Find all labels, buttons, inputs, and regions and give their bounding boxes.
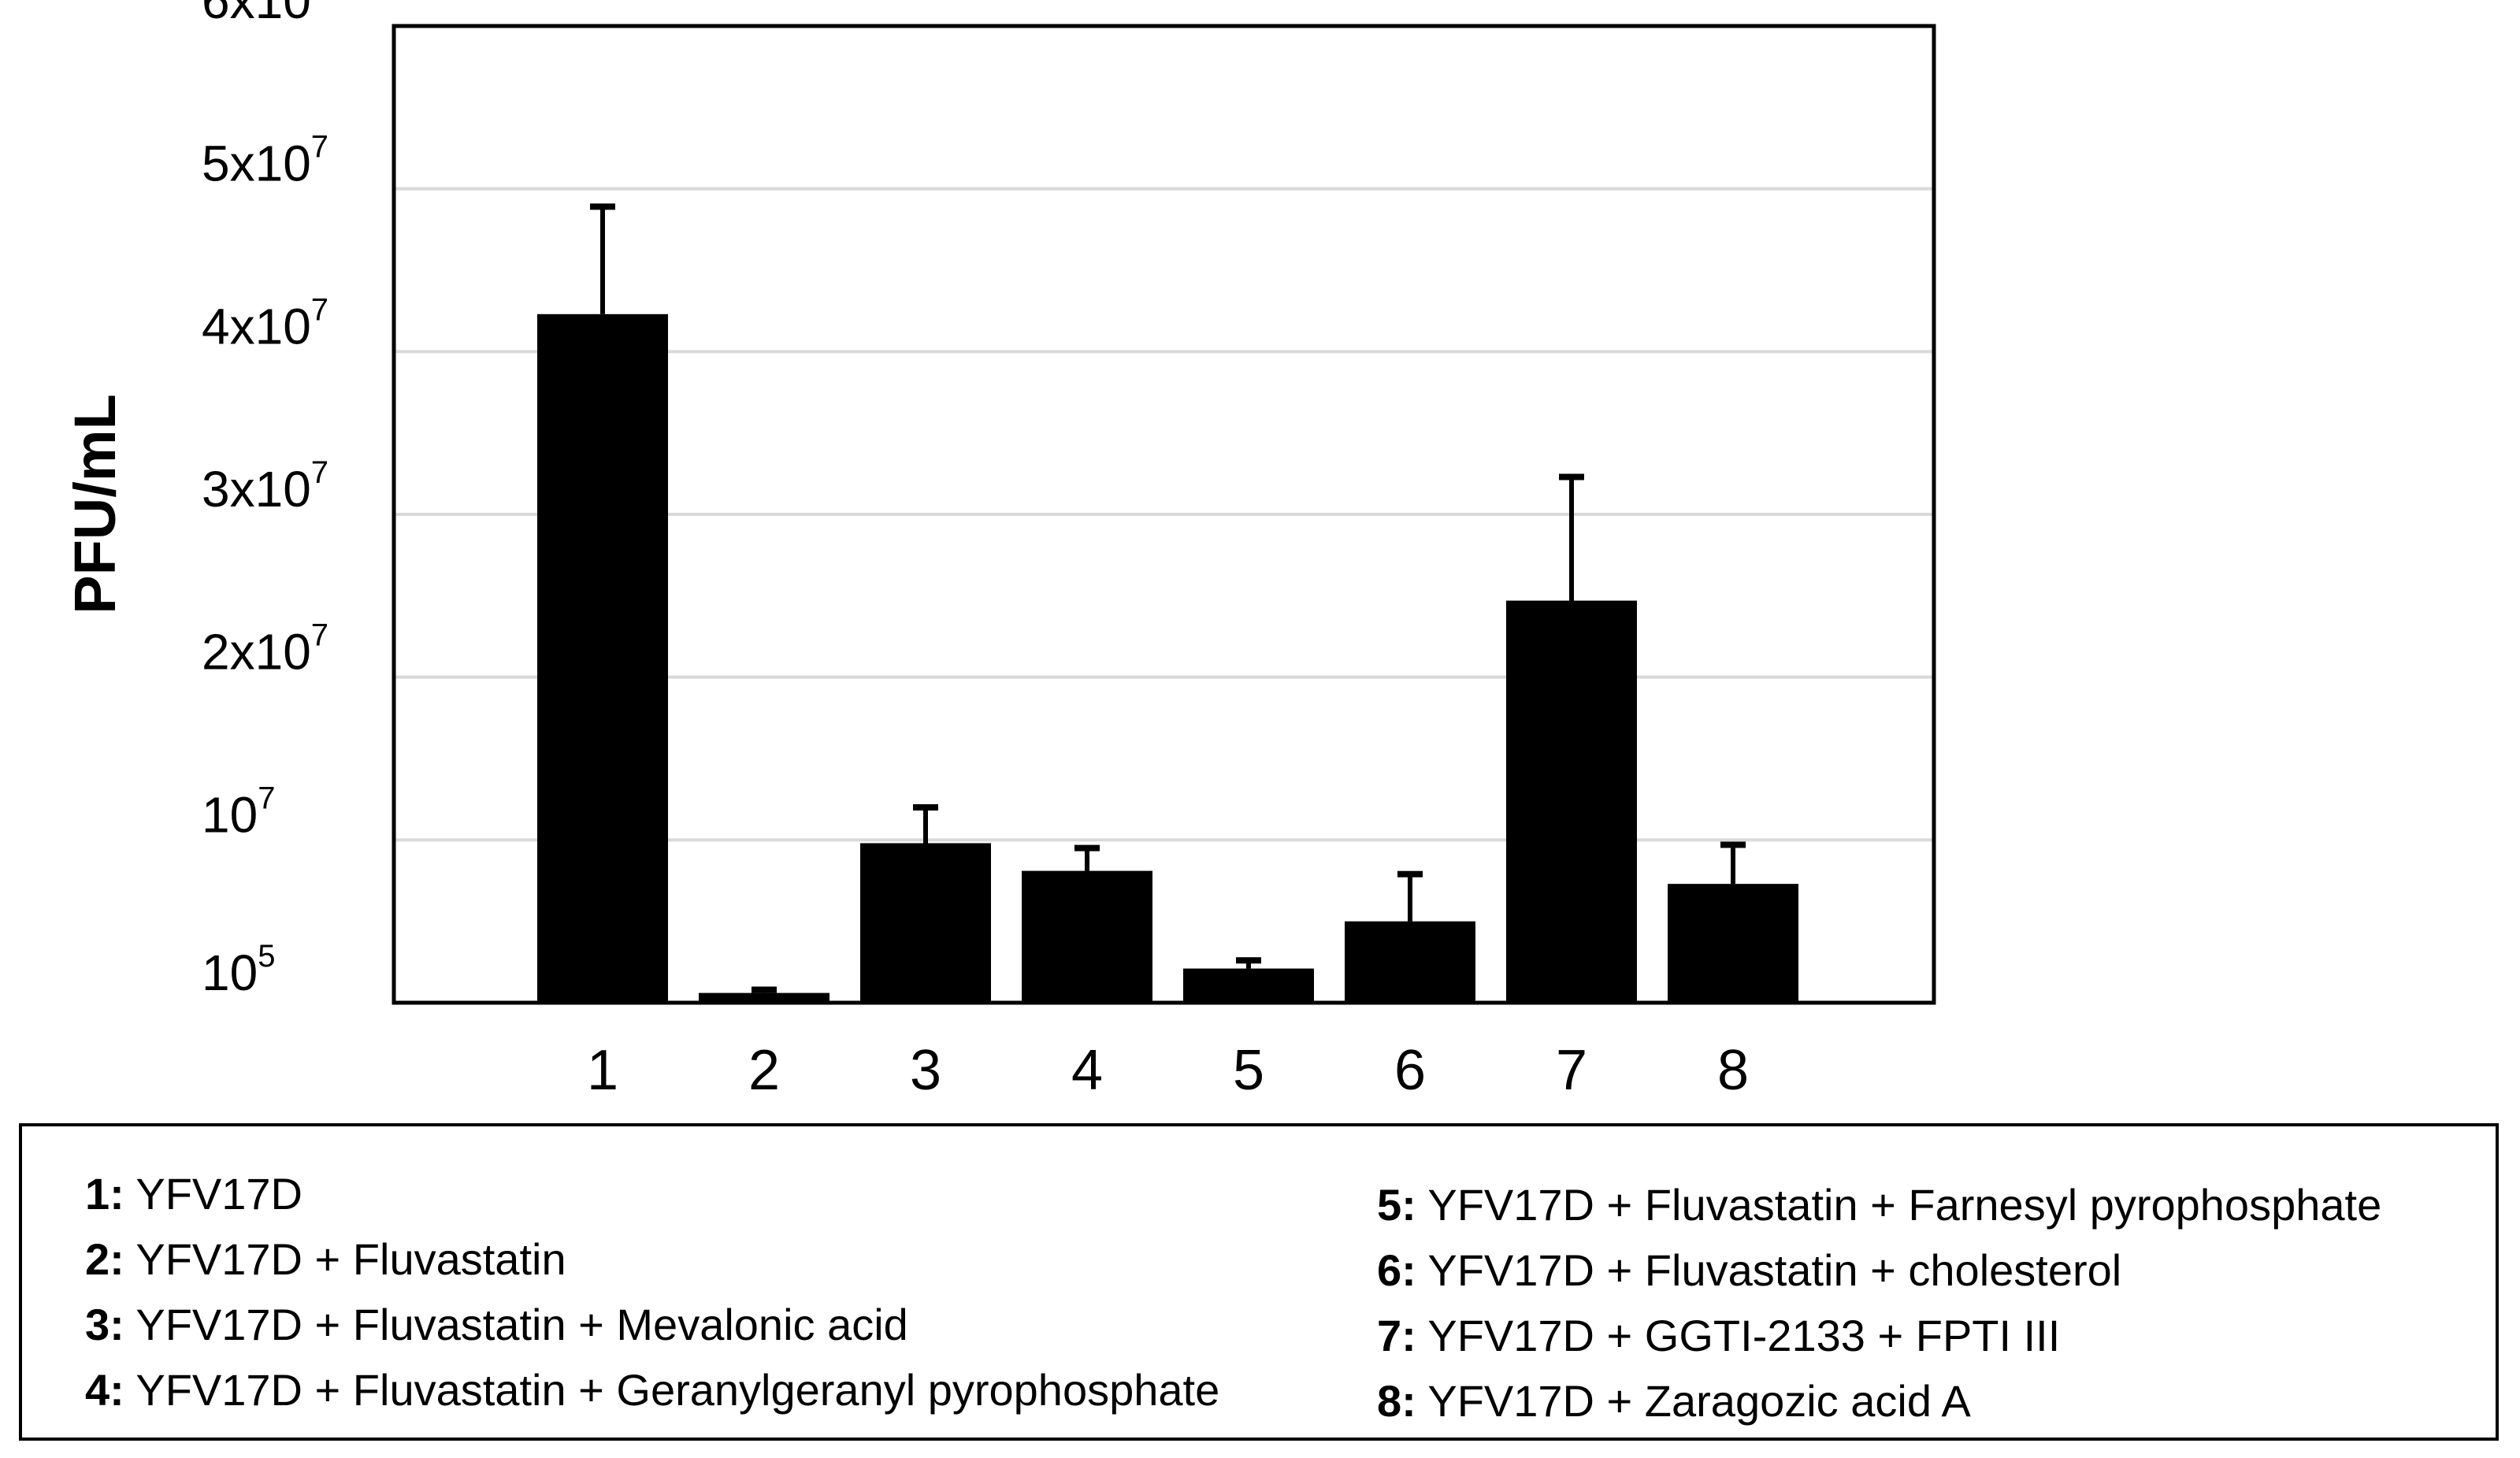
legend-item-label: YFV17D + Fluvastatin + Farnesyl pyrophos… bbox=[1416, 1180, 2382, 1230]
error-bar bbox=[1236, 957, 1261, 969]
legend-item-number: 5: bbox=[1377, 1180, 1416, 1230]
x-tick-label: 1 bbox=[587, 1039, 618, 1102]
bar bbox=[860, 843, 991, 1003]
legend-item-label: YFV17D + Fluvastatin + cholesterol bbox=[1416, 1245, 2122, 1295]
error-bar bbox=[913, 804, 938, 844]
error-bar bbox=[1559, 473, 1584, 601]
x-tick-label: 3 bbox=[910, 1039, 941, 1102]
error-bar bbox=[752, 986, 777, 993]
bars bbox=[537, 313, 1798, 1003]
legend-item-label: YFV17D bbox=[124, 1169, 302, 1219]
legend-item-label: YFV17D + Fluvastatin + Geranylgeranyl py… bbox=[124, 1365, 1220, 1415]
x-tick-label: 7 bbox=[1556, 1039, 1587, 1102]
error-bar bbox=[1720, 841, 1746, 885]
error-bar bbox=[1397, 870, 1423, 922]
y-tick-label: 107 bbox=[202, 781, 275, 843]
legend-item: 8: YFV17D + Zaragozic acid A bbox=[1377, 1368, 2381, 1434]
y-tick-label: 6x107 bbox=[202, 0, 328, 29]
legend-item-number: 6: bbox=[1377, 1245, 1416, 1295]
y-axis-ticks: 105 107 2x107 3x107 4x107 5x107 6x107 bbox=[202, 0, 328, 1001]
bar bbox=[537, 313, 668, 1003]
y-tick-label: 2x107 bbox=[202, 618, 328, 681]
error-bar bbox=[1074, 844, 1100, 871]
bar bbox=[1345, 921, 1475, 1003]
x-tick-label: 5 bbox=[1233, 1039, 1264, 1102]
legend-item: 7: YFV17D + GGTI-2133 + FPTI III bbox=[1377, 1303, 2381, 1368]
legend-item-label: YFV17D + Fluvastatin + Mevalonic acid bbox=[124, 1300, 908, 1349]
x-axis-ticks: 1 2 3 4 5 6 7 8 bbox=[587, 1039, 1749, 1102]
bar bbox=[1183, 968, 1314, 1003]
bar-chart: 105 107 2x107 3x107 4x107 5x107 6x107 1 2 3 4 5 6 7 8… bbox=[62, 0, 1936, 1102]
y-tick-label: 105 bbox=[202, 939, 275, 1001]
legend-item-number: 8: bbox=[1377, 1376, 1416, 1426]
legend-item-label: YFV17D + Zaragozic acid A bbox=[1416, 1376, 1971, 1426]
bar bbox=[1022, 870, 1152, 1003]
legend: 1: YFV17D 2: YFV17D + Fluvastatin 3: YFV… bbox=[19, 1123, 2499, 1441]
legend-column-left: 1: YFV17D 2: YFV17D + Fluvastatin 3: YFV… bbox=[85, 1161, 1219, 1423]
y-tick-label: 4x107 bbox=[202, 292, 328, 354]
legend-item-number: 4: bbox=[85, 1365, 124, 1415]
x-tick-label: 8 bbox=[1717, 1039, 1749, 1102]
x-tick-label: 6 bbox=[1394, 1039, 1426, 1102]
legend-column-right: 5: YFV17D + Fluvastatin + Farnesyl pyrop… bbox=[1377, 1172, 2381, 1434]
legend-item-number: 1: bbox=[85, 1169, 124, 1219]
legend-item-label: YFV17D + GGTI-2133 + FPTI III bbox=[1416, 1311, 2061, 1360]
bar bbox=[699, 992, 829, 1003]
bar bbox=[1668, 884, 1798, 1003]
legend-item: 5: YFV17D + Fluvastatin + Farnesyl pyrop… bbox=[1377, 1172, 2381, 1237]
error-bars bbox=[590, 203, 1746, 993]
x-tick-label: 2 bbox=[748, 1039, 780, 1102]
y-axis-label: PFU/mL bbox=[62, 394, 128, 614]
plot-frame bbox=[392, 24, 1936, 1005]
bar bbox=[1506, 600, 1637, 1003]
legend-item: 1: YFV17D bbox=[85, 1161, 1219, 1226]
legend-item: 3: YFV17D + Fluvastatin + Mevalonic acid bbox=[85, 1292, 1219, 1357]
y-tick-label: 3x107 bbox=[202, 455, 328, 518]
legend-item: 6: YFV17D + Fluvastatin + cholesterol bbox=[1377, 1237, 2381, 1303]
legend-item-label: YFV17D + Fluvastatin bbox=[124, 1234, 566, 1284]
x-tick-label: 4 bbox=[1071, 1039, 1103, 1102]
legend-item-number: 7: bbox=[1377, 1311, 1416, 1360]
legend-item: 4: YFV17D + Fluvastatin + Geranylgeranyl… bbox=[85, 1357, 1219, 1423]
legend-item-number: 3: bbox=[85, 1300, 124, 1349]
error-bar bbox=[590, 203, 615, 314]
legend-item: 2: YFV17D + Fluvastatin bbox=[85, 1226, 1219, 1292]
legend-item-number: 2: bbox=[85, 1234, 124, 1284]
y-tick-label: 5x107 bbox=[202, 130, 328, 192]
